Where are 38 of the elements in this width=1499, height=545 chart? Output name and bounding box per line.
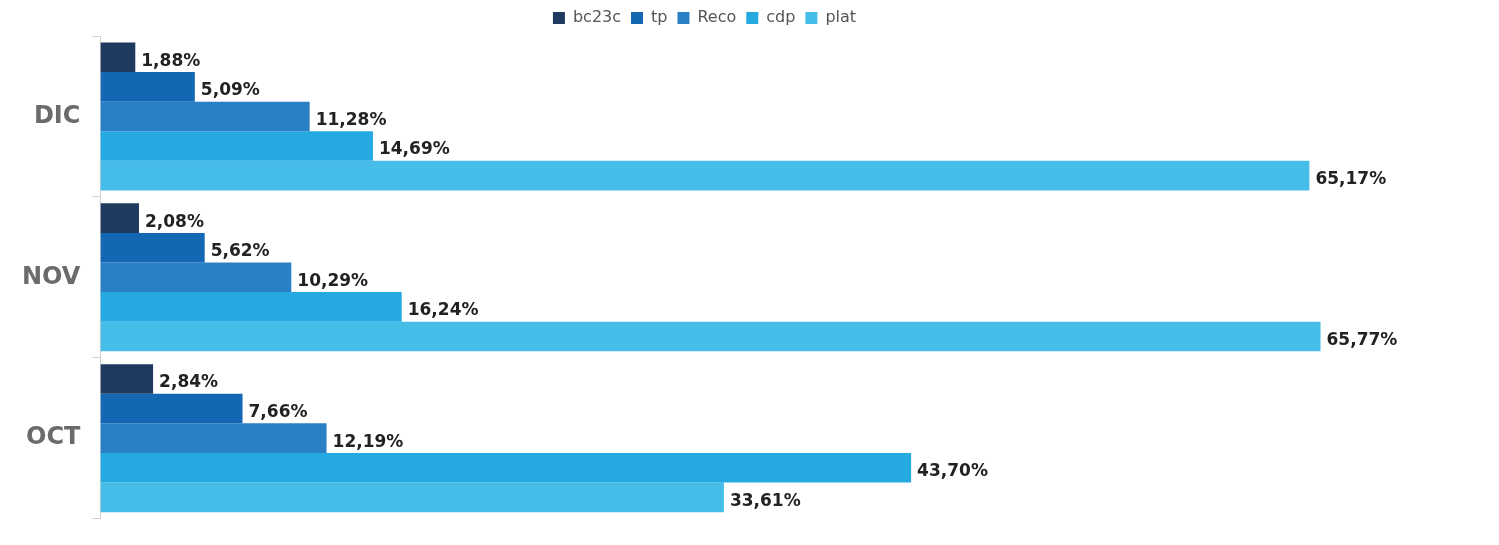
data-label: 14,69% [378,138,450,159]
bar [100,292,402,322]
bar [100,423,327,453]
bar [100,232,205,263]
data-label: 5,62% [210,240,270,261]
data-label: 65,17% [1315,168,1387,189]
data-label: 7,66% [248,400,308,421]
bar [100,160,1310,191]
bar [100,101,310,132]
data-label: 65,77% [1326,328,1398,349]
data-label: 33,61% [729,489,801,510]
bar [100,452,912,483]
bar [100,42,136,73]
legend-label: bc23c [572,7,622,27]
bar [100,262,292,293]
data-label: 1,88% [141,49,201,70]
data-label: 2,84% [159,371,219,392]
data-label: 16,24% [407,299,479,320]
bar [100,203,139,233]
bar [100,72,195,102]
data-label: 2,08% [145,210,204,231]
data-label: 43,70% [917,460,988,481]
legend-label: Reco [697,7,737,27]
y-tick-label: NOV [22,261,81,290]
bar [100,364,154,394]
data-label: 11,28% [315,108,387,129]
bar [100,131,373,161]
bar [100,321,1321,352]
bar [100,482,724,513]
y-tick-label: OCT [26,422,82,451]
bar [100,393,243,424]
legend-label: plat [825,7,857,27]
data-label: 5,09% [200,79,260,100]
data-label: 12,19% [332,430,404,451]
y-tick-label: DIC [33,100,81,129]
legend-label: cdp [766,7,796,27]
legend-label: tp [651,7,668,27]
data-label: 10,29% [297,269,369,290]
